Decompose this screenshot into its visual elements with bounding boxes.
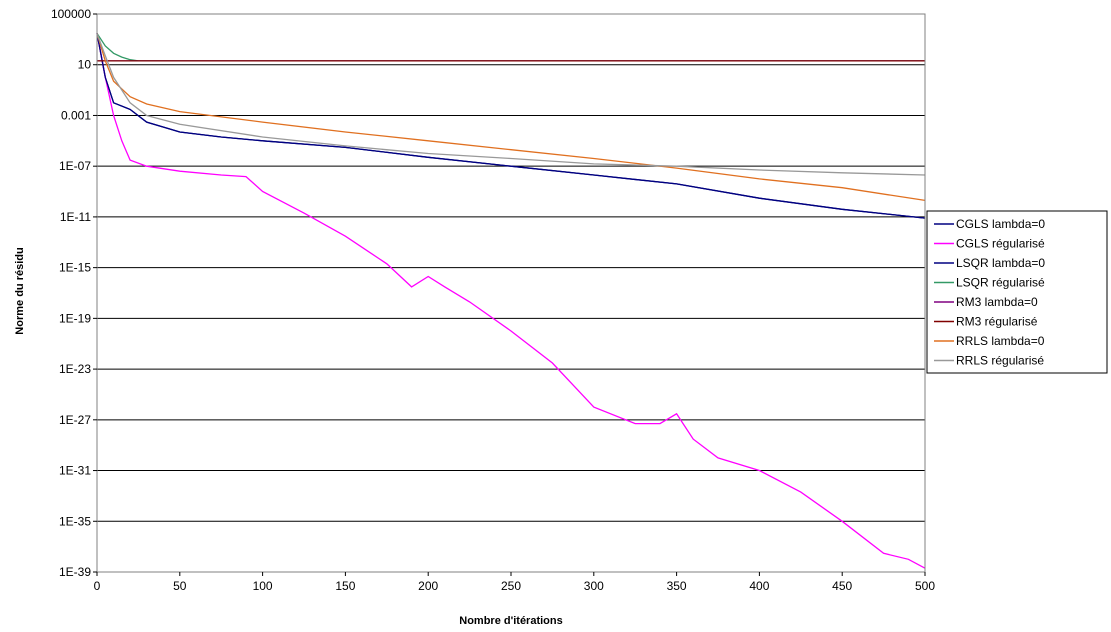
- y-tick-label: 100000: [51, 7, 91, 21]
- x-tick-label: 400: [749, 579, 769, 593]
- legend-label: RM3 régularisé: [956, 315, 1038, 329]
- x-tick-label: 350: [667, 579, 687, 593]
- series-line-2: [96, 33, 926, 569]
- y-axis-title: Norme du résidu: [14, 247, 26, 334]
- y-tick-label: 1E-07: [59, 159, 91, 173]
- x-tick-label: 300: [584, 579, 604, 593]
- legend-label: CGLS lambda=0: [956, 217, 1045, 231]
- y-tick-label: 1E-15: [59, 261, 91, 275]
- x-axis-ticks: 0 50 100 150 200 250 300 350 400 450 500: [94, 572, 935, 593]
- y-tick-label: 10: [78, 58, 92, 72]
- legend-label: RRLS régularisé: [956, 354, 1044, 368]
- x-axis-title: Nombre d'itérations: [459, 615, 562, 627]
- y-tick-label: 0.001: [61, 108, 91, 122]
- y-tick-label: 1E-35: [59, 514, 91, 528]
- series-line-4: [96, 32, 925, 62]
- y-tick-label: 1E-23: [59, 362, 91, 376]
- gridlines: [97, 13, 925, 573]
- legend-items: CGLS lambda=0 CGLS régularisé LSQR lambda=…: [934, 217, 1045, 368]
- x-tick-label: 150: [335, 579, 355, 593]
- x-tick-label: 250: [501, 579, 521, 593]
- x-tick-label: 450: [832, 579, 852, 593]
- plot-area-frame: [96, 13, 926, 573]
- y-tick-label: 1E-19: [59, 311, 91, 325]
- legend-label: LSQR régularisé: [956, 276, 1045, 290]
- series-line-8: [96, 33, 926, 176]
- x-tick-label: 100: [253, 579, 273, 593]
- legend-label: LSQR lambda=0: [956, 256, 1045, 270]
- x-tick-label: 200: [418, 579, 438, 593]
- y-tick-label: 1E-31: [59, 464, 91, 478]
- legend-label: RRLS lambda=0: [956, 334, 1045, 348]
- series-lines: [96, 32, 926, 569]
- legend-label: CGLS régularisé: [956, 237, 1045, 251]
- legend: CGLS lambda=0 CGLS régularisé LSQR lambda=…: [926, 210, 1108, 374]
- y-tick-label: 1E-11: [60, 210, 91, 224]
- legend-box: [926, 210, 1108, 374]
- x-tick-label: 0: [94, 579, 101, 593]
- y-tick-label: 1E-27: [59, 413, 91, 427]
- series-line-3: [96, 33, 926, 219]
- legend-label: RM3 lambda=0: [956, 295, 1038, 309]
- x-tick-label: 50: [173, 579, 187, 593]
- y-axis-ticks: 100000 10 0.001 1E-07 1E-11 1E-15 1E-19 1E-23 1E…: [51, 7, 97, 579]
- y-tick-label: 1E-39: [59, 565, 91, 579]
- x-tick-label: 500: [915, 579, 935, 593]
